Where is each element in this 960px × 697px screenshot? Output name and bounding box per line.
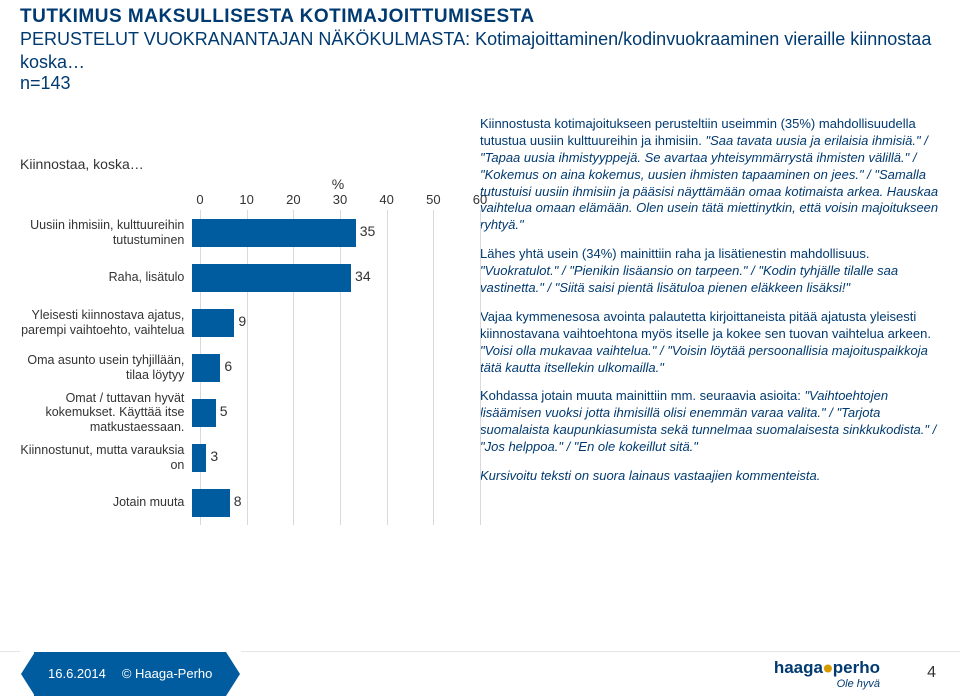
bar xyxy=(192,354,220,382)
bar-wrap: 3 xyxy=(192,444,460,472)
logo-tagline: Ole hyvä xyxy=(837,678,880,690)
bar xyxy=(192,489,229,517)
bar-row: Oma asunto usein tyhjillään, tilaa löyty… xyxy=(20,345,460,390)
p2-quote: "Vuokratulot." / "Pienikin lisäansio on … xyxy=(480,263,898,295)
p4-lead: Kohdassa jotain muuta mainittiin mm. seu… xyxy=(480,388,804,403)
bar-value-label: 8 xyxy=(234,493,242,509)
paragraph-3: Vajaa kymmenesosa avointa palautetta kir… xyxy=(480,309,940,377)
logo: haaga•perho xyxy=(774,658,880,678)
chart-column: Kiinnostaa, koska… % 0102030405060 Uusii… xyxy=(20,96,460,651)
footer-copyright: © Haaga-Perho xyxy=(122,666,213,681)
chart-title: Kiinnostaa, koska… xyxy=(20,156,460,172)
logo-part-b: perho xyxy=(833,658,880,677)
category-label: Jotain muuta xyxy=(20,495,192,509)
bar-value-label: 6 xyxy=(224,358,232,374)
bar-wrap: 5 xyxy=(192,399,460,427)
bar-wrap: 35 xyxy=(192,219,460,247)
paragraph-4: Kohdassa jotain muuta mainittiin mm. seu… xyxy=(480,388,940,456)
x-tick: 60 xyxy=(473,192,487,207)
bar-wrap: 9 xyxy=(192,309,460,337)
bar xyxy=(192,309,234,337)
x-tick: 0 xyxy=(196,192,203,207)
bar-value-label: 9 xyxy=(238,313,246,329)
x-tick: 40 xyxy=(379,192,393,207)
logo-dot-icon: • xyxy=(823,653,833,684)
bar xyxy=(192,264,351,292)
bar-value-label: 35 xyxy=(360,223,376,239)
chart-plot: Uusiin ihmisiin, kulttuureihin tutustumi… xyxy=(20,210,460,525)
title-line1: TUTKIMUS MAKSULLISESTA KOTIMAJOITTUMISES… xyxy=(20,6,940,28)
p3-lead: Vajaa kymmenesosa avointa palautetta kir… xyxy=(480,309,931,341)
category-label: Omat / tuttavan hyvät kokemukset. Käyttä… xyxy=(20,391,192,434)
x-ticks: 0102030405060 xyxy=(200,192,480,210)
x-tick: 10 xyxy=(239,192,253,207)
bar-row: Kiinnostunut, mutta varauksia on 3 xyxy=(20,435,460,480)
content-area: Kiinnostaa, koska… % 0 10 20 30 40 50 60 Uusii… xyxy=(0,96,960,651)
bar-row: Jotain muuta 8 xyxy=(20,480,460,525)
bar-wrap: 6 xyxy=(192,354,460,382)
bar-wrap: 8 xyxy=(192,489,460,517)
bar xyxy=(192,444,206,472)
logo-part-a: haaga xyxy=(774,658,823,677)
title-line2: PERUSTELUT VUOKRANANTAJAN NÄKÖKULMASTA: … xyxy=(20,28,940,73)
bar-value-label: 5 xyxy=(220,403,228,419)
category-label: Oma asunto usein tyhjillään, tilaa löyty… xyxy=(20,353,192,382)
x-tick: 30 xyxy=(333,192,347,207)
x-tick: 50 xyxy=(426,192,440,207)
category-label: Yleisesti kiinnostava ajatus, parempi va… xyxy=(20,308,192,337)
text-column: Kiinnostusta kotimajoitukseen perustelti… xyxy=(480,96,940,651)
bar-wrap: 34 xyxy=(192,264,460,292)
bar-value-label: 34 xyxy=(355,268,371,284)
p2-lead: Lähes yhtä usein (34%) mainittiin raha j… xyxy=(480,246,870,261)
bar-chart: Kiinnostaa, koska… % 0102030405060 Uusii… xyxy=(20,156,460,525)
footer-date: 16.6.2014 xyxy=(48,666,106,681)
axis-label: % xyxy=(198,176,478,192)
bar xyxy=(192,219,355,247)
category-label: Raha, lisätulo xyxy=(20,270,192,284)
title-n: n=143 xyxy=(20,73,940,94)
p3-quote: "Voisi olla mukavaa vaihtelua." / "Voisi… xyxy=(480,343,928,375)
bar-row: Uusiin ihmisiin, kulttuureihin tutustumi… xyxy=(20,210,460,255)
page-number: 4 xyxy=(927,664,936,682)
category-label: Uusiin ihmisiin, kulttuureihin tutustumi… xyxy=(20,218,192,247)
footer-tag: 16.6.2014 © Haaga-Perho xyxy=(20,651,241,697)
x-tick: 20 xyxy=(286,192,300,207)
paragraph-1: Kiinnostusta kotimajoitukseen perustelti… xyxy=(480,116,940,234)
bar xyxy=(192,399,215,427)
footnote: Kursivoitu teksti on suora lainaus vasta… xyxy=(480,468,940,485)
paragraph-2: Lähes yhtä usein (34%) mainittiin raha j… xyxy=(480,246,940,297)
bar-row: Raha, lisätulo 34 xyxy=(20,255,460,300)
bar-row: Yleisesti kiinnostava ajatus, parempi va… xyxy=(20,300,460,345)
bar-value-label: 3 xyxy=(210,448,218,464)
footer: 16.6.2014 © Haaga-Perho haaga•perho Ole … xyxy=(0,651,960,695)
slide-header: TUTKIMUS MAKSULLISESTA KOTIMAJOITTUMISES… xyxy=(0,0,960,96)
bar-row: Omat / tuttavan hyvät kokemukset. Käyttä… xyxy=(20,390,460,435)
category-label: Kiinnostunut, mutta varauksia on xyxy=(20,443,192,472)
footer-tag-arrow-left xyxy=(21,652,35,696)
footer-tag-arrow-right xyxy=(226,652,240,696)
